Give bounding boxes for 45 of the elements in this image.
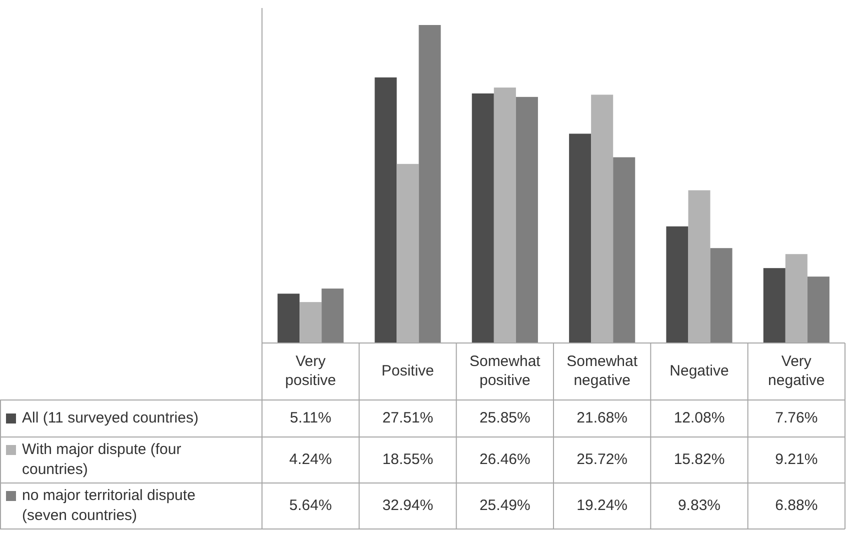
bar	[807, 276, 830, 343]
x-tick-label: Very negative	[768, 352, 825, 389]
bar	[763, 268, 786, 343]
bar	[278, 294, 300, 343]
bar	[418, 25, 441, 343]
legend-label: With major dispute (four countries)	[22, 440, 182, 478]
bar	[322, 288, 344, 343]
legend-label: no major territorial dispute (seven countries)	[22, 486, 196, 524]
bar	[300, 302, 322, 343]
bar	[688, 190, 710, 343]
data-label: 5.11%	[290, 409, 332, 426]
data-label: 25.85%	[479, 409, 530, 426]
data-label: 4.24%	[289, 450, 332, 468]
bar	[472, 93, 494, 343]
data-label: 27.51%	[382, 409, 434, 426]
bar	[591, 94, 614, 343]
bar	[613, 157, 636, 343]
data-label: 7.76%	[775, 409, 818, 426]
x-tick-label: Positive	[381, 362, 434, 380]
data-label: 6.88%	[775, 496, 818, 514]
data-label: 26.46%	[479, 450, 530, 468]
bar	[666, 226, 688, 343]
bar	[374, 77, 397, 343]
x-tick-label: Very positive	[285, 352, 336, 389]
data-label: 9.21%	[775, 450, 818, 468]
data-label: 25.72%	[576, 450, 628, 468]
data-label: 32.94%	[382, 496, 434, 514]
data-label: 9.83%	[678, 496, 721, 514]
legend-label: All (11 surveyed countries)	[22, 409, 198, 426]
bar	[494, 88, 516, 343]
data-label: 18.55%	[382, 450, 434, 468]
data-label: 12.08%	[674, 409, 725, 426]
x-tick-label: Somewhat positive	[469, 352, 542, 389]
x-tick-label: Negative	[670, 362, 729, 380]
data-label: 21.68%	[576, 409, 628, 426]
data-label: 5.64%	[289, 496, 332, 514]
data-label: 15.82%	[674, 450, 725, 468]
bar	[710, 248, 732, 343]
bar	[396, 164, 419, 343]
bar	[516, 96, 538, 343]
bar	[569, 134, 592, 343]
x-tick-label: Somewhat negative	[566, 352, 638, 389]
data-label: 19.24%	[576, 496, 628, 514]
data-label: 25.49%	[479, 496, 530, 514]
bar	[785, 254, 808, 343]
